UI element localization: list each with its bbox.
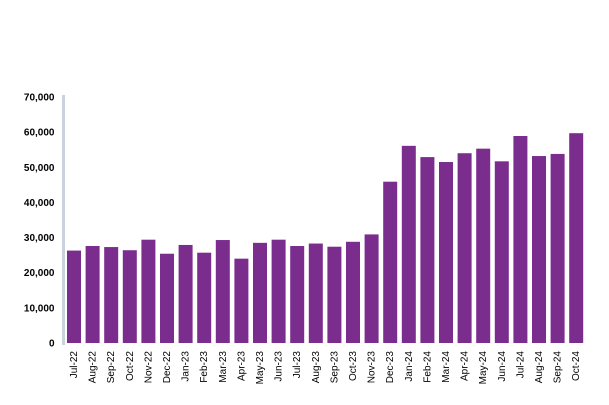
bars	[67, 133, 584, 343]
x-tick-label: Sep-22	[106, 351, 117, 384]
x-tick-label: Feb-23	[199, 351, 210, 383]
bar	[85, 246, 100, 343]
x-tick-label: Nov-23	[367, 351, 378, 384]
x-tick-label: Oct-24	[571, 351, 582, 381]
x-tick-label: Jan-23	[181, 351, 192, 382]
bar	[290, 246, 305, 343]
x-tick-label: Nov-22	[143, 351, 154, 384]
x-tick-label: Jun-24	[497, 351, 508, 382]
bar	[122, 250, 137, 343]
bar	[308, 243, 323, 343]
bar	[513, 136, 528, 343]
bar	[327, 246, 342, 343]
bar	[550, 153, 565, 343]
x-axis: Jul-22 Aug-22 Sep-22 Oct-22 Nov-22 Dec-22 Jan-…	[69, 351, 582, 385]
y-tick-label: 50,000	[24, 163, 55, 174]
x-tick-label: Oct-22	[125, 351, 136, 381]
x-tick-label: Aug-22	[88, 351, 99, 384]
y-tick-label: 40,000	[24, 198, 55, 209]
bar	[439, 162, 453, 343]
x-tick-label: Jul-24	[515, 351, 526, 379]
x-tick-label: Jul-22	[69, 351, 80, 379]
bar	[383, 181, 398, 343]
bar	[420, 157, 435, 343]
y-tick-label: 60,000	[24, 128, 55, 139]
bar	[178, 244, 193, 343]
y-tick-label: 30,000	[24, 233, 55, 244]
x-tick-label: May-23	[255, 351, 266, 385]
x-tick-label: Jun-23	[274, 351, 285, 382]
x-tick-label: Feb-24	[422, 351, 433, 383]
y-axis: 0 10,000 20,000 30,000 40,000 50,000 60,000 70,…	[24, 93, 65, 350]
bar	[457, 153, 472, 343]
bar	[104, 247, 119, 343]
bar	[494, 161, 509, 343]
bar	[346, 241, 360, 343]
x-tick-label: May-24	[478, 351, 489, 385]
x-tick-label: Mar-24	[441, 351, 452, 383]
bar	[401, 145, 416, 343]
y-tick-label: 20,000	[24, 268, 55, 279]
bar	[271, 239, 286, 343]
bar	[569, 133, 584, 343]
bar	[197, 252, 212, 343]
y-tick-label: 70,000	[24, 93, 55, 104]
bar	[253, 242, 267, 343]
y-tick-label: 10,000	[24, 303, 55, 314]
x-tick-label: Dec-23	[385, 351, 396, 384]
x-tick-label: Dec-22	[162, 351, 173, 384]
bar	[141, 239, 156, 343]
bar	[476, 148, 491, 343]
x-tick-label: Aug-23	[311, 351, 322, 384]
bar	[67, 250, 81, 343]
bar	[364, 234, 379, 343]
x-tick-label: Apr-24	[460, 351, 471, 381]
x-tick-label: Jan-24	[404, 351, 415, 382]
x-tick-label: Aug-24	[534, 351, 545, 384]
x-tick-label: Oct-23	[348, 351, 359, 381]
bar	[160, 253, 174, 343]
bar	[532, 156, 546, 343]
x-tick-label: Mar-23	[218, 351, 229, 383]
x-tick-label: Sep-23	[329, 351, 340, 384]
x-tick-label: Jul-23	[292, 351, 303, 379]
x-tick-label: Sep-24	[553, 351, 564, 384]
x-tick-label: Apr-23	[236, 351, 247, 381]
bar	[234, 258, 249, 343]
bar	[215, 240, 230, 343]
y-tick-label: 0	[49, 339, 55, 350]
